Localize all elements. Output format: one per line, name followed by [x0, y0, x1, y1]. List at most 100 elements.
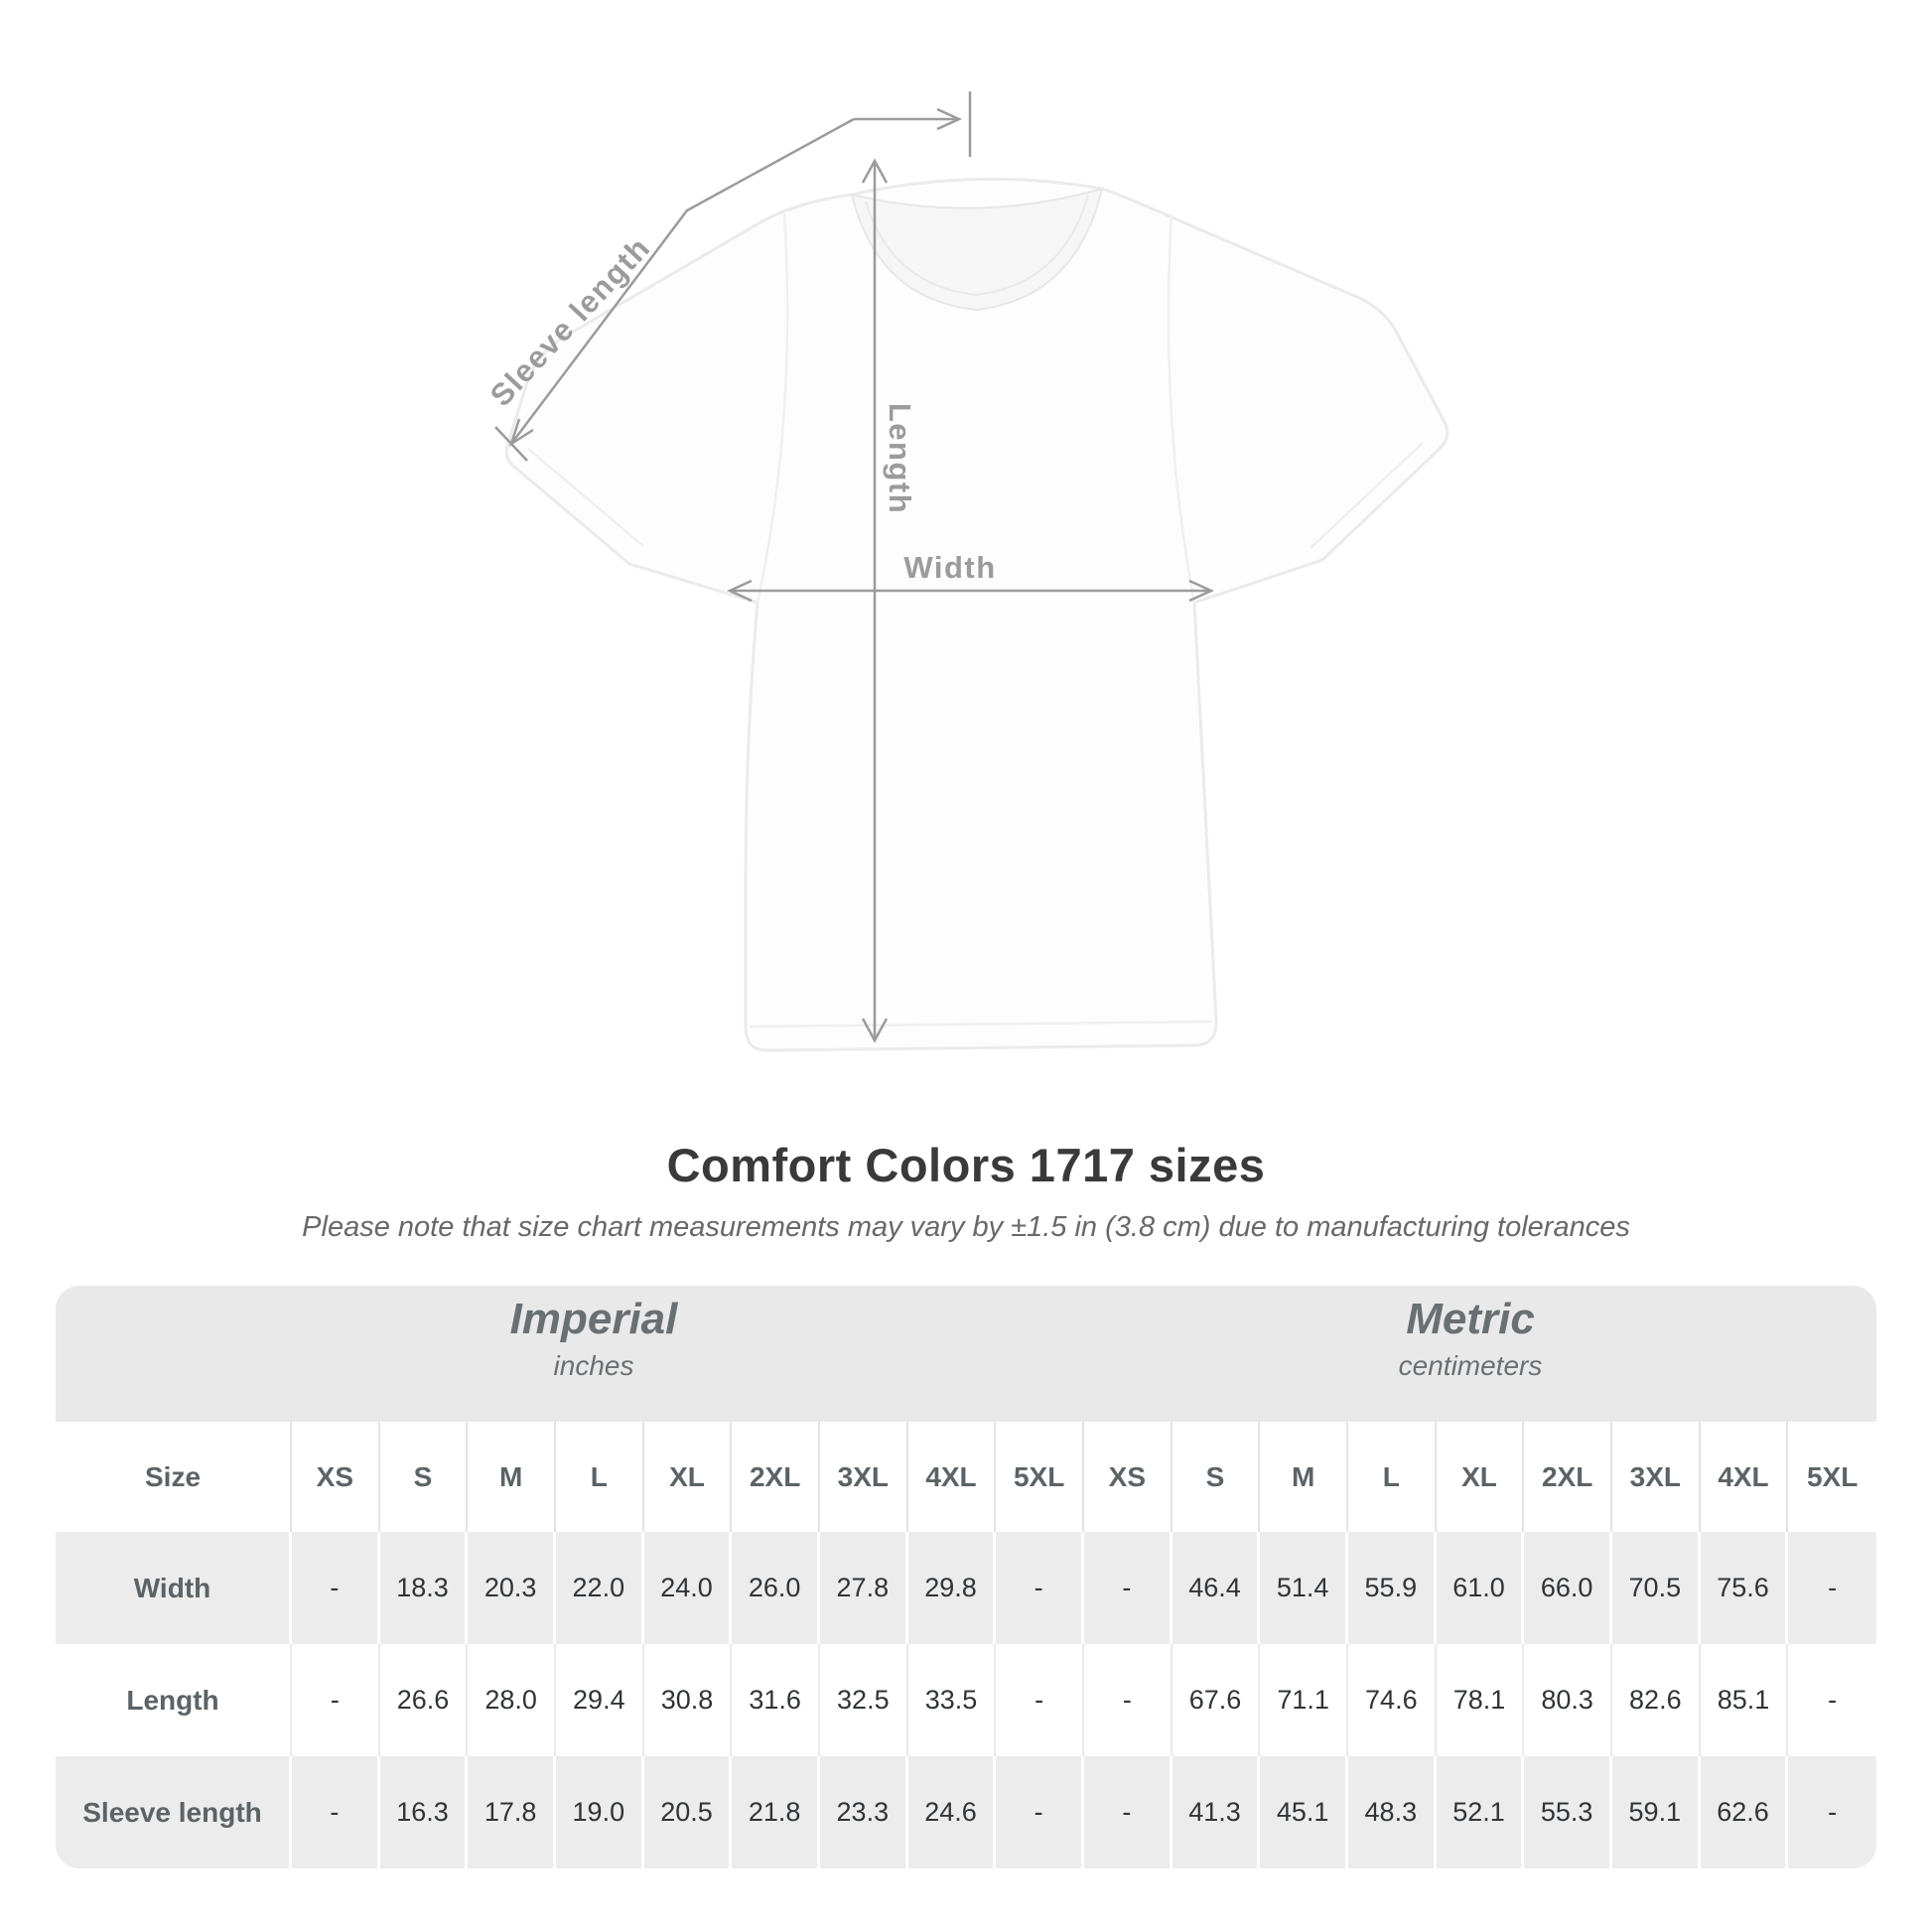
width-label: Width	[903, 550, 996, 585]
value-cell: 27.8	[820, 1532, 908, 1644]
size-header-cell: 3XL	[820, 1422, 908, 1532]
value-cell: 28.0	[468, 1644, 556, 1756]
tshirt-image	[504, 177, 1449, 1052]
value-cell: 20.5	[644, 1756, 733, 1868]
tshirt-collar-opening	[850, 187, 1104, 312]
measurement-annotations	[494, 91, 1215, 1043]
sleeve-measure-arrow	[494, 117, 855, 462]
imperial-group-subtitle: inches	[553, 1350, 634, 1381]
value-cell: 48.3	[1348, 1756, 1437, 1868]
tolerance-note: Please note that size chart measurements…	[302, 1211, 1630, 1243]
size-header-cell: S	[380, 1422, 469, 1532]
table-row-sleeve-length: Sleeve length - 16.3 17.8 19.0 20.5 21.8…	[56, 1756, 1876, 1868]
length-measure-arrow	[861, 158, 889, 1043]
value-cell: 74.6	[1348, 1644, 1437, 1756]
value-cell: 82.6	[1612, 1644, 1701, 1756]
tshirt-body	[504, 177, 1449, 1052]
value-cell: 26.0	[732, 1532, 820, 1644]
value-cell: 31.6	[732, 1644, 820, 1756]
size-header-cell: 5XL	[996, 1422, 1084, 1532]
arrowhead-down	[861, 1018, 889, 1043]
arrowhead-right	[936, 107, 963, 131]
row-label: Length	[56, 1644, 292, 1756]
value-cell: 55.9	[1348, 1532, 1437, 1644]
tshirt-armhole-seam-left	[756, 212, 789, 604]
value-cell: 66.0	[1524, 1532, 1612, 1644]
table-row-length: Length - 26.6 28.0 29.4 30.8 31.6 32.5 3…	[56, 1644, 1876, 1756]
value-cell: 55.3	[1524, 1756, 1612, 1868]
value-cell: 24.6	[908, 1756, 997, 1868]
value-cell: 29.4	[556, 1644, 644, 1756]
metric-group-header: Metric centimeters	[1399, 1296, 1543, 1389]
value-cell: 75.6	[1701, 1532, 1789, 1644]
value-cell: 45.1	[1260, 1756, 1348, 1868]
value-cell: 18.3	[380, 1532, 469, 1644]
value-cell: 62.6	[1701, 1756, 1789, 1868]
tshirt-measurement-diagram: Sleeve length Length Width	[483, 91, 1449, 1052]
row-label: Sleeve length	[56, 1756, 292, 1868]
size-header-cell: XL	[644, 1422, 733, 1532]
value-cell: -	[1828, 1797, 1838, 1827]
value-cell: 33.5	[908, 1644, 997, 1756]
value-cell: -	[996, 1644, 1084, 1756]
length-label: Length	[883, 403, 917, 514]
size-corner-label: Size	[56, 1422, 292, 1532]
value-cell: 61.0	[1437, 1532, 1525, 1644]
value-cell: 20.3	[468, 1532, 556, 1644]
arrowhead-right	[1188, 579, 1215, 603]
width-measure-arrow	[726, 579, 1215, 603]
size-header-cell: 2XL	[1524, 1422, 1612, 1532]
tshirt-cuff-seam-right	[1310, 442, 1424, 549]
tshirt-hem-seam	[750, 1020, 1212, 1029]
shoulder-reference-arrow	[854, 91, 972, 157]
size-header-cell: 2XL	[732, 1422, 820, 1532]
arrowhead-up	[861, 158, 889, 184]
size-header-cell: 4XL	[908, 1422, 997, 1532]
value-cell: -	[1084, 1644, 1173, 1756]
tshirt-collar-rib	[865, 195, 1089, 297]
value-cell: 70.5	[1612, 1532, 1701, 1644]
size-header-cell: 3XL	[1612, 1422, 1701, 1532]
size-header-cell: XL	[1437, 1422, 1525, 1532]
value-cell: 71.1	[1260, 1644, 1348, 1756]
value-cell: -	[1828, 1685, 1838, 1715]
value-cell: 26.6	[380, 1644, 469, 1756]
size-header-cell: M	[468, 1422, 556, 1532]
page-title: Comfort Colors 1717 sizes	[666, 1139, 1266, 1191]
value-cell: 32.5	[820, 1644, 908, 1756]
table-row-width: Width - 18.3 20.3 22.0 24.0 26.0 27.8 29…	[56, 1532, 1876, 1644]
value-cell: -	[1084, 1756, 1173, 1868]
value-cell: -	[996, 1756, 1084, 1868]
value-cell: 16.3	[380, 1756, 469, 1868]
value-cell: 23.3	[820, 1756, 908, 1868]
value-cell: 80.3	[1524, 1644, 1612, 1756]
value-cell: 52.1	[1437, 1756, 1525, 1868]
tshirt-cuff-seam-left	[527, 448, 644, 547]
arrowhead-left	[726, 579, 753, 603]
value-cell: 21.8	[732, 1756, 820, 1868]
imperial-group-title: Imperial	[509, 1295, 678, 1343]
value-cell: 29.8	[908, 1532, 997, 1644]
value-cell: 41.3	[1173, 1756, 1261, 1868]
value-cell: -	[292, 1532, 380, 1644]
row-label: Width	[56, 1532, 292, 1644]
size-header-cell: L	[1348, 1422, 1437, 1532]
sleeve-end-tick	[494, 426, 528, 462]
imperial-group-header: Imperial inches	[510, 1296, 678, 1389]
value-cell: 17.8	[468, 1756, 556, 1868]
metric-group-subtitle: centimeters	[1398, 1350, 1543, 1381]
size-header-cell: S	[1173, 1422, 1261, 1532]
size-table: Imperial inches Metric centimeters Size …	[56, 1286, 1876, 1868]
value-cell: 67.6	[1173, 1644, 1261, 1756]
size-header-cell: 5XL	[1806, 1460, 1859, 1492]
value-cell: -	[1084, 1532, 1173, 1644]
value-cell: -	[292, 1644, 380, 1756]
tshirt-armhole-seam-right	[1167, 213, 1196, 604]
size-header-row: Size XS S M L XL 2XL 3XL 4XL 5XL XS S M …	[56, 1422, 1876, 1532]
value-cell: 22.0	[556, 1532, 644, 1644]
size-header-cell: M	[1260, 1422, 1348, 1532]
size-header-cell: L	[556, 1422, 644, 1532]
size-header-cell: XS	[1084, 1422, 1173, 1532]
size-header-cell: XS	[292, 1422, 380, 1532]
value-cell: 78.1	[1437, 1644, 1525, 1756]
